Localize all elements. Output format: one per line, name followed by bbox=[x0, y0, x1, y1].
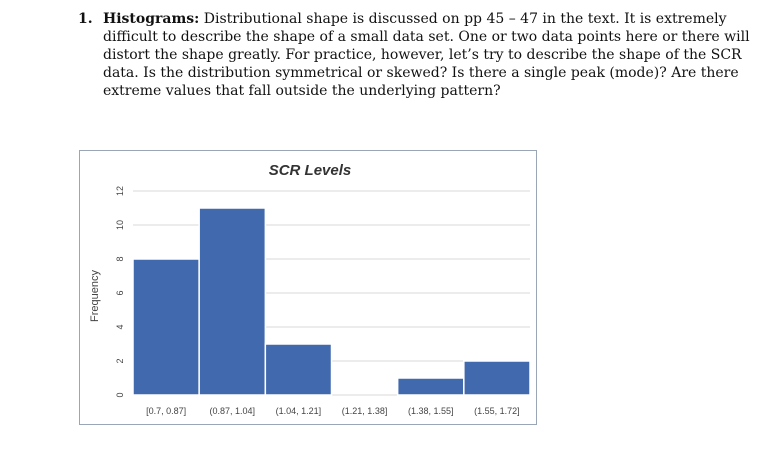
x-tick-label: (1.04, 1.21] bbox=[276, 406, 322, 416]
y-tick-label: 0 bbox=[115, 392, 125, 397]
histogram-bar bbox=[264, 343, 333, 396]
x-tick-label: [0.7, 0.87] bbox=[146, 406, 186, 416]
question-lead: Histograms: bbox=[103, 11, 200, 27]
histogram-chart: SCR Levels Frequency 0 2 4 6 8 10 12 [0.7, 0.8… bbox=[79, 150, 537, 425]
histogram-bar bbox=[463, 360, 531, 396]
question-text: Distributional shape is discussed on pp … bbox=[103, 11, 750, 99]
x-tick-label: (1.21, 1.38] bbox=[342, 406, 388, 416]
x-tick-label: (1.38, 1.55] bbox=[408, 406, 454, 416]
x-tick-label: (1.55, 1.72] bbox=[474, 406, 520, 416]
bars bbox=[132, 207, 531, 396]
y-ticks: 0 2 4 6 8 10 12 bbox=[115, 186, 125, 398]
y-tick-label: 12 bbox=[115, 186, 125, 196]
histogram-svg: SCR Levels Frequency 0 2 4 6 8 10 12 [0.7, 0.8… bbox=[89, 162, 531, 416]
y-tick-label: 10 bbox=[115, 220, 125, 230]
x-tick-label: (0.87, 1.04] bbox=[209, 406, 255, 416]
y-tick-label: 2 bbox=[115, 358, 125, 363]
histogram-bar bbox=[396, 377, 465, 396]
y-tick-label: 6 bbox=[115, 290, 125, 295]
chart-title: SCR Levels bbox=[269, 162, 352, 179]
y-tick-label: 4 bbox=[115, 324, 125, 329]
question-body: Histograms: Distributional shape is disc… bbox=[103, 10, 758, 100]
histogram-bar bbox=[132, 258, 200, 396]
question-block: 1. Histograms: Distributional shape is d… bbox=[78, 10, 758, 100]
question-number: 1. bbox=[78, 11, 93, 27]
y-axis-label: Frequency bbox=[89, 270, 101, 322]
histogram-bar bbox=[198, 207, 267, 396]
y-tick-label: 8 bbox=[115, 256, 125, 261]
x-ticks: [0.7, 0.87] (0.87, 1.04] (1.04, 1.21] (1.21… bbox=[146, 406, 520, 416]
